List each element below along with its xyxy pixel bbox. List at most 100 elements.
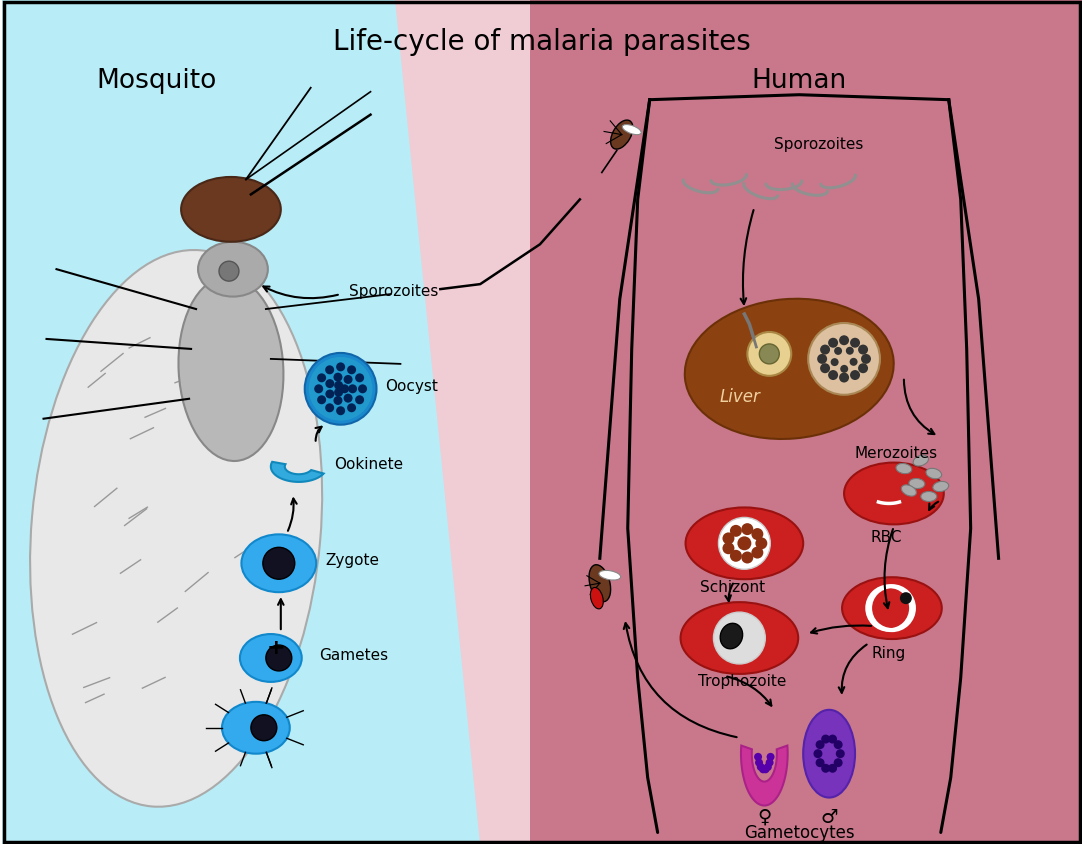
Circle shape — [850, 338, 860, 348]
Ellipse shape — [896, 463, 912, 473]
Ellipse shape — [685, 299, 893, 439]
Ellipse shape — [198, 241, 268, 296]
Circle shape — [834, 347, 842, 355]
Polygon shape — [271, 462, 324, 482]
Circle shape — [334, 381, 344, 390]
Ellipse shape — [181, 177, 281, 241]
Circle shape — [815, 758, 825, 767]
Circle shape — [347, 365, 356, 374]
Circle shape — [730, 550, 741, 562]
Circle shape — [813, 750, 823, 758]
Circle shape — [759, 344, 779, 364]
Circle shape — [900, 592, 912, 604]
Circle shape — [859, 363, 868, 374]
Circle shape — [266, 645, 292, 671]
Circle shape — [839, 373, 849, 383]
Circle shape — [219, 261, 238, 281]
Circle shape — [262, 547, 295, 579]
Circle shape — [815, 740, 825, 749]
Text: ♂: ♂ — [821, 807, 838, 827]
Circle shape — [764, 763, 772, 771]
Ellipse shape — [844, 462, 944, 524]
Circle shape — [325, 365, 334, 374]
Text: Human: Human — [751, 68, 847, 94]
Text: Sporozoites: Sporozoites — [774, 137, 864, 152]
Circle shape — [759, 766, 767, 773]
Circle shape — [314, 385, 323, 393]
Circle shape — [822, 734, 830, 744]
Circle shape — [834, 758, 842, 767]
Ellipse shape — [589, 565, 610, 601]
Circle shape — [836, 750, 844, 758]
Circle shape — [309, 357, 373, 421]
Ellipse shape — [242, 534, 317, 592]
Ellipse shape — [842, 577, 942, 639]
Text: Gametes: Gametes — [319, 649, 388, 663]
Circle shape — [318, 374, 326, 382]
Text: Schizont: Schizont — [699, 580, 764, 595]
Circle shape — [347, 403, 356, 412]
Text: Zygote: Zygote — [325, 553, 379, 567]
Circle shape — [747, 332, 791, 376]
Ellipse shape — [681, 602, 798, 674]
Circle shape — [730, 525, 741, 537]
Circle shape — [741, 523, 753, 535]
Circle shape — [356, 374, 364, 382]
Text: Mosquito: Mosquito — [96, 68, 217, 94]
Circle shape — [828, 370, 838, 380]
Circle shape — [821, 345, 830, 355]
Circle shape — [334, 388, 344, 396]
Text: Gametocytes: Gametocytes — [744, 824, 854, 843]
FancyBboxPatch shape — [530, 0, 1082, 844]
Text: ♀: ♀ — [758, 807, 772, 827]
Ellipse shape — [720, 623, 743, 649]
Circle shape — [340, 385, 349, 393]
Circle shape — [344, 394, 352, 402]
Circle shape — [713, 612, 765, 664]
Circle shape — [830, 358, 839, 366]
Circle shape — [821, 363, 830, 374]
Circle shape — [859, 345, 868, 355]
Text: Merozoites: Merozoites — [854, 446, 938, 461]
Circle shape — [850, 370, 860, 380]
FancyBboxPatch shape — [2, 0, 480, 844]
Circle shape — [828, 734, 837, 744]
Text: Ring: Ring — [872, 646, 906, 661]
Text: Oocyst: Oocyst — [386, 379, 438, 395]
Text: +: + — [267, 638, 285, 658]
Ellipse shape — [30, 250, 322, 806]
Ellipse shape — [610, 120, 633, 149]
Circle shape — [765, 759, 774, 767]
Circle shape — [305, 353, 376, 424]
Ellipse shape — [591, 588, 604, 609]
Circle shape — [336, 363, 345, 371]
Circle shape — [861, 354, 870, 364]
Circle shape — [336, 407, 345, 415]
Circle shape — [834, 740, 842, 749]
Circle shape — [828, 764, 837, 772]
Circle shape — [751, 528, 763, 540]
Circle shape — [250, 715, 276, 741]
Text: RBC: RBC — [870, 530, 903, 545]
Circle shape — [846, 346, 854, 355]
Circle shape — [325, 403, 334, 412]
Text: Liver: Liver — [720, 388, 760, 406]
Ellipse shape — [908, 479, 925, 489]
Circle shape — [809, 323, 880, 395]
Ellipse shape — [240, 634, 301, 682]
Circle shape — [737, 536, 751, 551]
Text: Life-cycle of malaria parasites: Life-cycle of malaria parasites — [333, 28, 751, 56]
Circle shape — [334, 373, 343, 382]
Circle shape — [756, 759, 763, 767]
Circle shape — [318, 396, 326, 404]
Circle shape — [756, 537, 767, 550]
Circle shape — [741, 551, 753, 563]
Ellipse shape — [222, 702, 289, 754]
Circle shape — [839, 335, 849, 346]
Ellipse shape — [803, 710, 855, 798]
Ellipse shape — [926, 468, 942, 479]
Circle shape — [334, 396, 343, 405]
Polygon shape — [396, 0, 530, 844]
Circle shape — [358, 385, 367, 393]
Text: Trophozoite: Trophozoite — [697, 674, 786, 689]
